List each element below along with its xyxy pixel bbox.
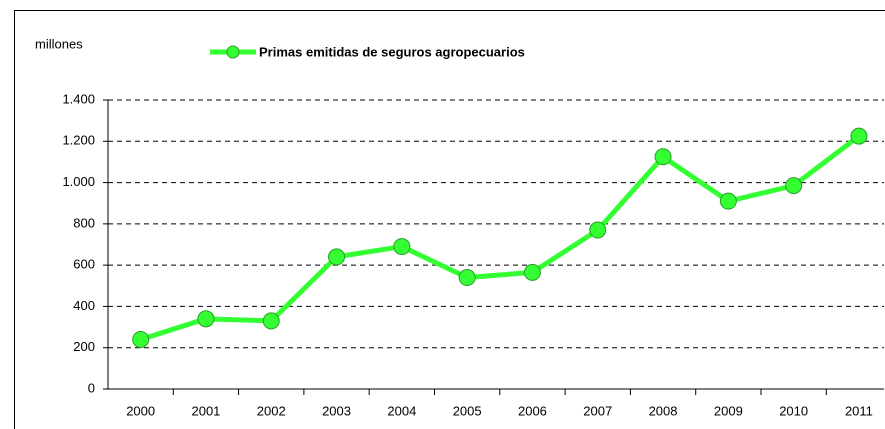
data-point (654, 148, 672, 166)
data-point (393, 238, 411, 256)
y-tick-label: 1.200 (62, 133, 95, 148)
x-tick-label: 2011 (845, 403, 873, 418)
data-point (523, 263, 541, 281)
x-tick-label: 2006 (518, 403, 547, 418)
chart-border (14, 10, 885, 429)
data-point (850, 127, 868, 145)
y-tick-label: 200 (73, 339, 95, 354)
data-point (197, 310, 215, 328)
y-tick-label: 600 (73, 257, 95, 272)
y-tick-label: 1.400 (62, 91, 95, 106)
legend-marker (226, 45, 240, 59)
x-tick-label: 2000 (126, 403, 155, 418)
data-point (132, 330, 150, 348)
x-tick-label: 2002 (257, 403, 286, 418)
y-tick-label: 0 (88, 380, 95, 395)
x-tick-label: 2010 (779, 403, 808, 418)
x-tick-label: 2008 (649, 403, 678, 418)
y-axis-label: millones (35, 36, 83, 51)
x-tick-label: 2005 (453, 403, 482, 418)
data-point (328, 248, 346, 266)
y-tick-label: 800 (73, 215, 95, 230)
data-point (589, 221, 607, 239)
x-tick-label: 2001 (191, 403, 220, 418)
data-point (785, 177, 803, 195)
legend-label: Primas emitidas de seguros agropecuarios (259, 44, 525, 59)
data-point (458, 269, 476, 287)
data-point (719, 192, 737, 210)
x-tick-label: 2009 (714, 403, 743, 418)
x-tick-label: 2003 (322, 403, 351, 418)
y-tick-label: 1.000 (62, 174, 95, 189)
series-line (139, 134, 861, 342)
data-point (262, 312, 280, 330)
y-tick-label: 400 (73, 298, 95, 313)
x-tick-label: 2007 (583, 403, 612, 418)
x-tick-label: 2004 (387, 403, 416, 418)
